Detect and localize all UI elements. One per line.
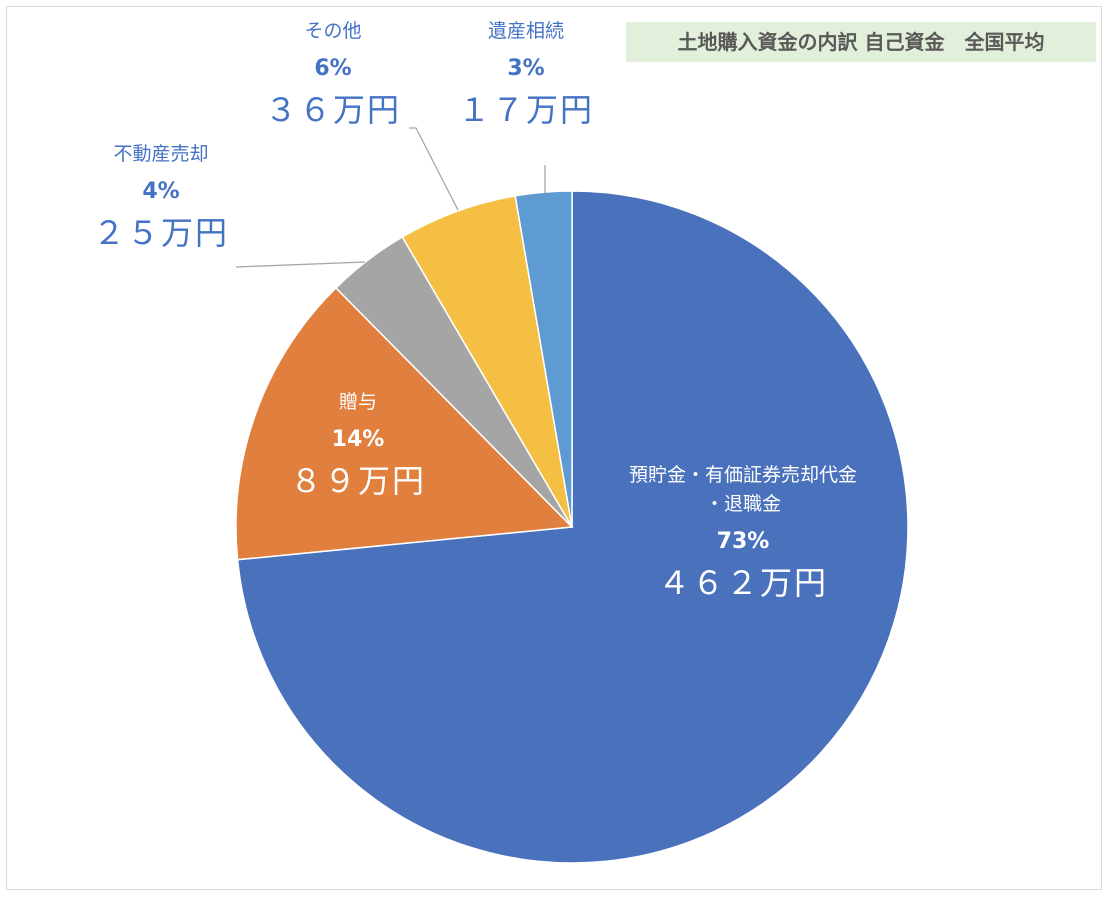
label-name-2: ・退職金 xyxy=(704,493,782,515)
data-label-sonota: その他 6% ３６万円 xyxy=(264,20,402,129)
leader-line-fudosan xyxy=(235,261,366,268)
label-percent: 6% xyxy=(314,56,352,81)
label-amount: ４６２万円 xyxy=(657,564,829,602)
label-percent: 14% xyxy=(331,427,385,452)
data-label-fudosan: 不動産売却 4% ２５万円 xyxy=(92,143,230,252)
label-name: 不動産売却 xyxy=(113,143,209,165)
label-percent: 4% xyxy=(142,179,180,204)
data-label-zoyo: 贈与 14% ８９万円 xyxy=(289,391,427,500)
pie-slice-1 xyxy=(235,286,574,561)
label-percent: 3% xyxy=(507,56,545,81)
label-name: 遺産相続 xyxy=(487,20,565,42)
label-amount: ３６万円 xyxy=(264,91,402,129)
chart-title: 土地購入資金の内訳 自己資金 全国平均 xyxy=(626,22,1096,62)
leader-line-sonota xyxy=(409,127,459,211)
data-label-yochokin: 預貯金・有価証券売却代金 ・退職金 73% ４６２万円 xyxy=(628,464,858,602)
label-amount: １７万円 xyxy=(457,91,595,129)
data-label-isan: 遺産相続 3% １７万円 xyxy=(457,20,595,129)
label-percent: 73% xyxy=(716,529,770,554)
pie-slice-4 xyxy=(514,190,573,528)
label-name: 贈与 xyxy=(338,391,378,413)
label-name: 預貯金・有価証券売却代金 xyxy=(628,464,858,486)
label-name: その他 xyxy=(304,20,362,42)
label-amount: ２５万円 xyxy=(92,214,230,252)
label-amount: ８９万円 xyxy=(289,462,427,500)
